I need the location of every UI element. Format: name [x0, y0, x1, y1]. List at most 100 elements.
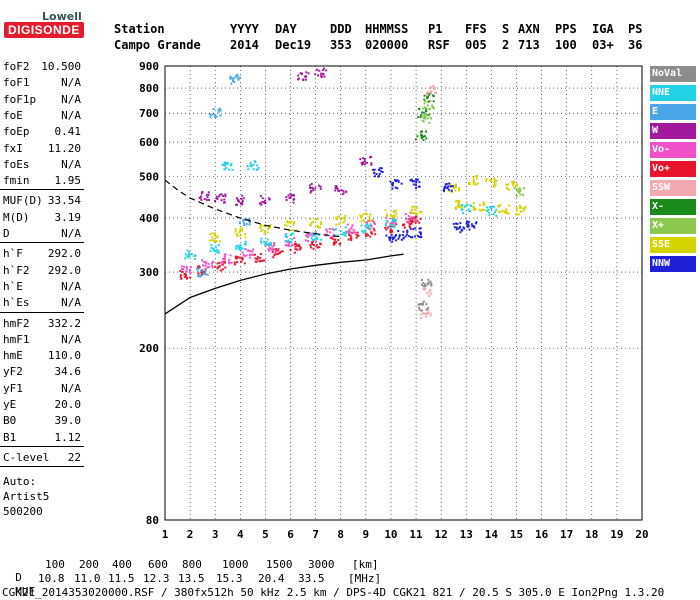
- data-point: [239, 230, 242, 233]
- data-point: [424, 284, 427, 287]
- data-point: [241, 229, 244, 232]
- data-point: [262, 259, 265, 262]
- data-point: [465, 222, 468, 225]
- data-point: [425, 308, 428, 311]
- data-point: [342, 221, 345, 224]
- data-point: [332, 234, 335, 237]
- data-point: [519, 206, 522, 209]
- data-point: [230, 82, 233, 85]
- param-ye: yE 20.0: [3, 398, 81, 412]
- data-point: [217, 110, 220, 113]
- data-point: [515, 194, 518, 197]
- data-point: [239, 227, 242, 230]
- data-point: [475, 175, 478, 178]
- data-point: [397, 237, 400, 240]
- data-point: [185, 267, 188, 270]
- y-tick-label: 400: [139, 212, 159, 225]
- data-point: [457, 204, 460, 207]
- data-point: [238, 248, 241, 251]
- data-point: [457, 188, 460, 191]
- data-point: [336, 186, 339, 189]
- data-point: [435, 91, 438, 94]
- data-point: [299, 247, 302, 250]
- data-point: [248, 253, 251, 256]
- data-point: [253, 253, 256, 256]
- data-point: [184, 253, 187, 256]
- data-point: [203, 269, 206, 272]
- data-point: [239, 202, 242, 205]
- data-point: [293, 221, 296, 224]
- param-key: hmF2: [3, 316, 30, 330]
- data-point: [266, 238, 269, 241]
- data-point: [259, 252, 262, 255]
- data-point: [365, 161, 368, 164]
- data-point: [422, 107, 425, 110]
- data-point: [348, 233, 351, 236]
- data-point: [215, 195, 218, 198]
- data-point: [247, 168, 250, 171]
- data-point: [432, 84, 435, 87]
- data-point: [384, 223, 387, 226]
- data-point: [304, 78, 307, 81]
- data-point: [312, 247, 315, 250]
- data-point: [421, 111, 424, 114]
- distance-value: [km]: [352, 558, 379, 571]
- param-key: B0: [3, 414, 17, 428]
- data-point: [242, 197, 245, 200]
- legend-item-sse: SSE: [650, 237, 696, 253]
- data-point: [204, 264, 207, 267]
- data-point: [360, 215, 363, 218]
- data-point: [224, 253, 227, 256]
- data-point: [291, 232, 294, 235]
- data-point: [237, 199, 240, 202]
- data-point: [319, 187, 322, 190]
- data-point: [320, 74, 323, 77]
- data-point: [470, 223, 473, 226]
- data-point: [236, 203, 239, 206]
- data-point: [292, 223, 295, 226]
- data-point: [304, 75, 307, 78]
- data-point: [344, 230, 347, 233]
- data-point: [329, 231, 332, 234]
- data-point: [373, 223, 376, 226]
- param-value: 22: [67, 450, 81, 464]
- data-point: [385, 213, 388, 216]
- data-point: [363, 230, 366, 233]
- data-point: [419, 231, 422, 234]
- data-point: [454, 186, 457, 189]
- data-point: [256, 164, 259, 167]
- data-point: [398, 234, 401, 237]
- data-point: [433, 107, 436, 110]
- data-point: [344, 219, 347, 222]
- data-point: [389, 239, 392, 242]
- data-point: [337, 239, 340, 242]
- param-clevel: C-level 22: [3, 451, 81, 465]
- data-point: [207, 198, 210, 201]
- data-point: [456, 205, 459, 208]
- data-point: [507, 188, 510, 191]
- param-mufd: MUF(D) 33.54: [3, 194, 81, 208]
- param-value: 292.0: [47, 247, 81, 261]
- data-point: [447, 188, 450, 191]
- legend-item-nnw: NNW: [650, 256, 696, 272]
- data-point: [263, 230, 266, 233]
- data-point: [391, 187, 394, 190]
- data-point: [236, 255, 239, 258]
- data-point: [409, 179, 412, 182]
- data-point: [413, 216, 416, 219]
- data-point: [466, 220, 469, 223]
- data-point: [400, 238, 403, 241]
- data-point: [236, 73, 239, 76]
- data-point: [297, 243, 300, 246]
- legend-item-noval: NoVal: [650, 66, 696, 82]
- data-point: [224, 193, 227, 196]
- data-point: [261, 228, 264, 231]
- data-point: [201, 191, 204, 194]
- param-b0: B0 39.0: [3, 414, 81, 428]
- data-point: [493, 184, 496, 187]
- data-point: [393, 236, 396, 239]
- data-point: [430, 282, 433, 285]
- param-key: h`F: [3, 247, 23, 261]
- param-d: D N/A: [3, 227, 81, 241]
- data-point: [268, 198, 271, 201]
